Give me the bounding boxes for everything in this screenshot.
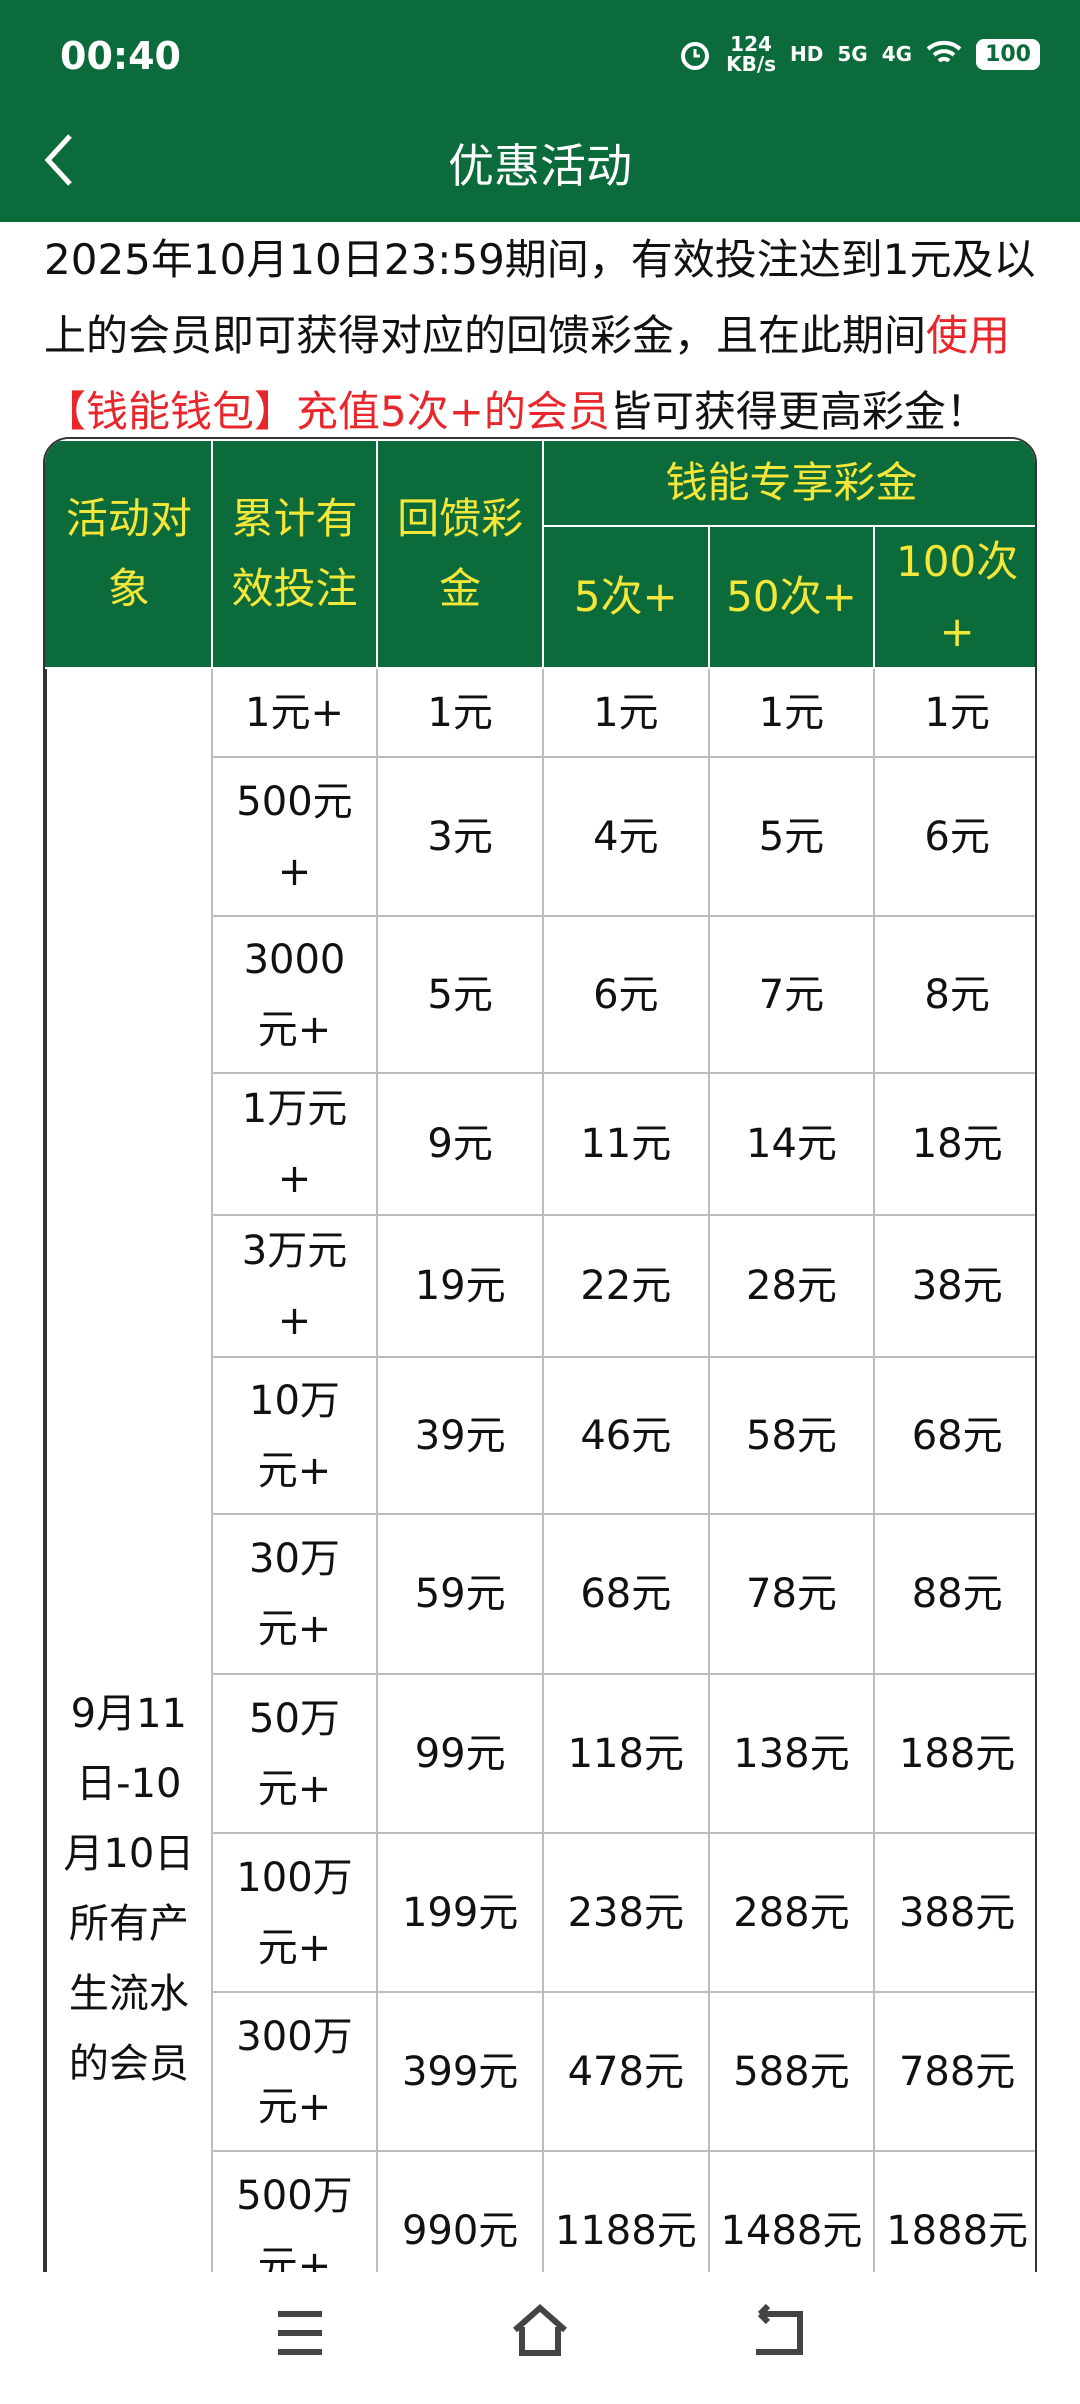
table-cell: 6元 (541, 915, 710, 1074)
target-cell: 9月11日-10月10日所有产生流水的会员 (45, 667, 213, 2272)
battery: 100 (976, 38, 1040, 70)
table-cell: 188元 (873, 1673, 1035, 1834)
data-row: 500元+ 3元 4元 5元 6元 (46, 756, 1035, 917)
back-button[interactable] (40, 130, 80, 190)
intro-segment: 使用【钱能钱包】充值5次+的会员 (44, 311, 1011, 436)
table-cell: 288元 (707, 1832, 876, 1993)
table-cell: 300万元+ (210, 1991, 379, 2152)
subheader-row: 5次+ 50次+ 100次+ (46, 525, 1035, 669)
table-cell: 1元 (707, 667, 876, 758)
table-cell: 28元 (707, 1214, 876, 1358)
table-cell: 7元 (707, 915, 876, 1074)
nav-bar (0, 2272, 1080, 2400)
table-cell: 500万元+ (210, 2150, 379, 2272)
table-cell: 138元 (707, 1673, 876, 1834)
table-cell: 4元 (541, 756, 710, 917)
header-cell: 钱能专享彩金 (541, 439, 1035, 527)
subheader-cell: 5次+ (541, 525, 710, 669)
table-cell: 88元 (873, 1513, 1035, 1675)
data-row: 100万元+ 199元 238元 288元 388元 (46, 1832, 1035, 1993)
data-row: 10万元+ 39元 46元 58元 68元 (46, 1356, 1035, 1515)
table-cell: 399元 (376, 1991, 544, 2152)
table-cell: 1元 (376, 667, 544, 758)
table-cell: 238元 (541, 1832, 710, 1993)
table-cell: 118元 (541, 1673, 710, 1834)
signal: 5G (837, 42, 868, 66)
status-icons: 124 KB/s HD 5G 4G 100 (678, 34, 1040, 74)
table-cell: 11元 (541, 1072, 710, 1216)
table-cell: 5元 (376, 915, 544, 1074)
reward-table: 活动对象 累计有效投注 回馈彩金 钱能专享彩金 5次+ 50次+ 100次+ 9月11日-10… (43, 437, 1037, 2272)
table-cell: 14元 (707, 1072, 876, 1216)
table-cell: 58元 (707, 1356, 876, 1515)
speed-value: 124 (730, 32, 772, 56)
table-cell: 10万元+ (210, 1356, 379, 1515)
table-container: 活动对象 累计有效投注 回馈彩金 钱能专享彩金 5次+ 50次+ 100次+ 9月11日-10… (43, 437, 1037, 2272)
table-cell: 100万元+ (210, 1832, 379, 1993)
data-row: 30万元+ 59元 68元 78元 88元 (46, 1513, 1035, 1675)
table-cell: 199元 (376, 1832, 544, 1993)
intro-segment: 皆可获得更高彩金！ (609, 387, 988, 436)
table-cell: 50万元+ (210, 1673, 379, 1834)
table-cell: 6元 (873, 756, 1035, 917)
header-cell: 活动对象 (45, 439, 213, 669)
table-cell: 588元 (707, 1991, 876, 2152)
data-row: 3000元+ 5元 6元 7元 8元 (46, 915, 1035, 1074)
data-row: 50万元+ 99元 118元 138元 188元 (46, 1673, 1035, 1834)
table-cell: 19元 (376, 1214, 544, 1358)
table-cell: 1188元 (541, 2150, 710, 2272)
intro-text: 2025年10月10日23:59期间，有效投注达到1元及以上的会员即可获得对应的… (44, 222, 1044, 450)
subheader-cell: 100次+ (873, 525, 1035, 669)
app-bar: 00:40 124 KB/s HD 5G 4G 100 优惠活动 (0, 0, 1080, 222)
header-row: 活动对象 累计有效投注 回馈彩金 钱能专享彩金 (45, 439, 1035, 669)
table-cell: 78元 (707, 1513, 876, 1675)
speed-unit: KB/s (726, 52, 777, 76)
table-cell: 788元 (873, 1991, 1035, 2152)
table-cell: 1888元 (873, 2150, 1035, 2272)
header-cell: 累计有效投注 (210, 439, 379, 669)
table-cell: 18元 (873, 1072, 1035, 1216)
alarm-icon (681, 42, 710, 70)
table-cell: 1元 (541, 667, 710, 758)
data-row: 500万元+ 990元 1188元 1488元 1888元 (46, 2150, 1035, 2272)
header-cell: 回馈彩金 (376, 439, 544, 669)
table-cell: 990元 (376, 2150, 544, 2272)
table-cell: 46元 (541, 1356, 710, 1515)
table-cell: 1元+ (210, 667, 379, 758)
table-cell: 22元 (541, 1214, 710, 1358)
signal: 4G (881, 42, 913, 66)
table-cell: 1488元 (707, 2150, 876, 2272)
table-cell: 5元 (707, 756, 876, 917)
table-cell: 38元 (873, 1214, 1035, 1358)
data-row: 9月11日-10月10日所有产生流水的会员 1元+ 1元 1元 1元 1元 (45, 667, 1035, 2272)
data-row: 300万元+ 399元 478元 588元 788元 (46, 1991, 1035, 2152)
table-cell: 1万元+ (210, 1072, 379, 1216)
table-cell: 8元 (873, 915, 1035, 1074)
table-cell: 478元 (541, 1991, 710, 2152)
subheader-cell: 50次+ (707, 525, 876, 669)
table-cell: 30万元+ (210, 1513, 379, 1675)
table-cell: 500元+ (210, 756, 379, 917)
table-cell: 68元 (873, 1356, 1035, 1515)
data-row: 3万元+ 19元 22元 28元 38元 (46, 1214, 1035, 1358)
page-title: 优惠活动 (448, 139, 632, 193)
data-row: 1万元+ 9元 11元 14元 18元 (46, 1072, 1035, 1216)
table-cell: 1元 (873, 667, 1035, 758)
nav-icons (278, 2303, 803, 2356)
table-cell: 59元 (376, 1513, 544, 1675)
wifi-icon (926, 40, 962, 63)
table-cell: 3万元+ (210, 1214, 379, 1358)
hd-icon: HD (790, 42, 824, 66)
clock: 00:40 (60, 34, 181, 78)
table-cell: 388元 (873, 1832, 1035, 1993)
table-cell: 39元 (376, 1356, 544, 1515)
table-cell: 9元 (376, 1072, 544, 1216)
network-speed: 124 KB/s (726, 34, 776, 74)
table-cell: 3元 (376, 756, 544, 917)
intro-segment: 2025年10月10日23:59期间，有效投注达到1元及以上的会员即可获得对应的… (44, 235, 1036, 360)
table-cell: 3000元+ (210, 915, 379, 1074)
table-cell: 99元 (376, 1673, 544, 1834)
table-cell: 68元 (541, 1513, 710, 1675)
